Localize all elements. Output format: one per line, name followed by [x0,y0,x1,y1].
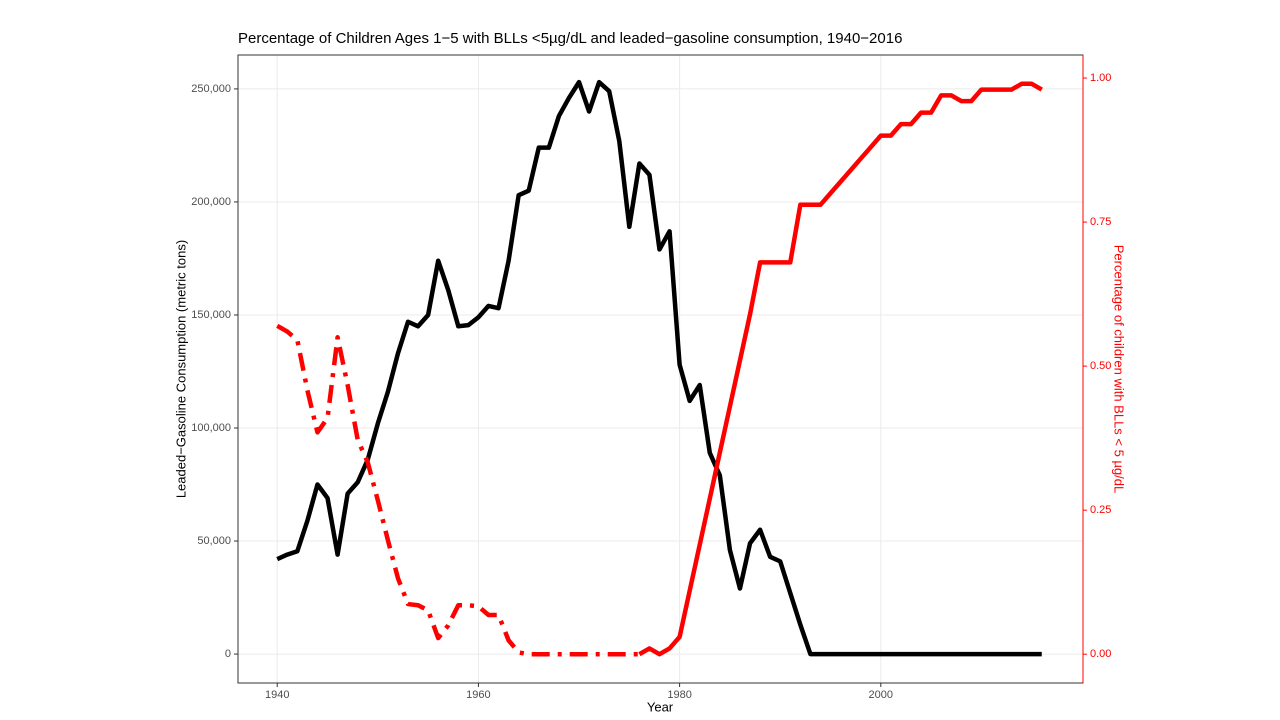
x-axis-label: Year [647,699,674,714]
y-tick-label: 0 [225,648,231,660]
y2-tick-label: 0.25 [1090,504,1111,516]
y-tick-label: 150,000 [191,309,231,321]
y-tick-label: 200,000 [191,196,231,208]
data-line [276,79,1042,657]
y2-tick-label: 0.00 [1090,648,1111,660]
chart-title: Percentage of Children Ages 1−5 with BLL… [238,30,902,47]
y2-tick-label: 0.75 [1090,216,1111,228]
y-tick-label: 50,000 [197,535,231,547]
y-tick-label: 250,000 [191,83,231,95]
y-axis-label: Leaded−Gasoline Consumption (metric tons… [173,240,188,498]
x-tick-label: 1980 [667,689,691,701]
x-tick-label: 2000 [869,689,893,701]
x-tick-label: 1960 [466,689,490,701]
data-line [276,323,640,657]
y2-tick-label: 1.00 [1090,72,1111,84]
y2-tick-label: 0.50 [1090,360,1111,372]
y-tick-label: 100,000 [191,422,231,434]
x-tick-label: 1940 [265,689,289,701]
data-line [638,81,1043,657]
plot-border [237,54,1084,684]
y2-axis-label: Percentage of children with BLLs < 5 µg/… [1112,245,1127,494]
